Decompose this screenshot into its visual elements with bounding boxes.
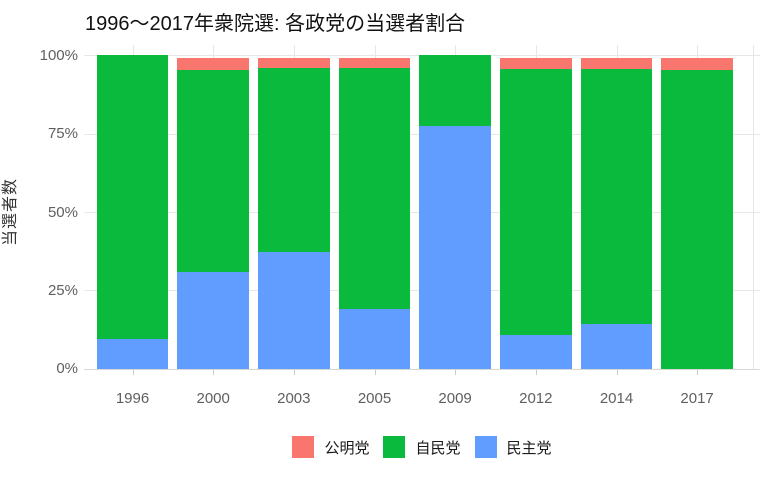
bar-segment-2017-公明党 [661, 57, 733, 70]
legend-item-民主党: 民主党 [474, 436, 552, 458]
bar-segment-2005-自民党 [338, 67, 411, 309]
x-tick-2003 [293, 370, 295, 375]
bar-segment-2003-民主党 [258, 252, 330, 369]
bar-segment-2017-自民党 [661, 70, 733, 369]
x-axis-line [84, 369, 760, 370]
bar-segment-2014-民主党 [580, 323, 653, 369]
y-tick-label-25: 25% [47, 281, 78, 299]
legend-item-自民党: 自民党 [383, 436, 461, 458]
y-tick-label-100: 100% [39, 46, 78, 64]
x-tick-2000 [213, 370, 215, 375]
bar-segment-2000-公明党 [177, 58, 249, 70]
y-tick-label-0: 0% [56, 360, 78, 378]
x-tick-label-2003: 2003 [277, 390, 311, 407]
x-tick-label-1996: 1996 [115, 390, 150, 407]
bar-segment-2009-民主党 [419, 126, 491, 369]
legend-swatch-自民党 [383, 436, 406, 458]
bar-segment-2012-公明党 [500, 57, 572, 69]
x-tick-label-2014: 2014 [599, 390, 634, 407]
y-tick-label-50: 50% [47, 203, 78, 221]
gridline-x-right-edge [753, 45, 754, 369]
x-tick-2012 [535, 370, 537, 375]
x-tick-label-2009: 2009 [438, 390, 472, 407]
x-tick-2014 [616, 370, 618, 375]
legend-item-公明党: 公明党 [292, 436, 369, 458]
legend-label-公明党: 公明党 [324, 439, 370, 457]
x-tick-label-2005: 2005 [357, 390, 392, 407]
x-tick-label-2017: 2017 [680, 390, 714, 407]
chart-title: 1996〜2017年衆院選: 各政党の当選者割合 [85, 13, 466, 35]
bar-segment-2009-自民党 [419, 55, 491, 127]
bar-segment-1996-自民党 [96, 55, 169, 339]
bar-segment-2005-公明党 [338, 57, 411, 68]
x-tick-1996 [132, 370, 134, 375]
x-tick-label-2012: 2012 [519, 390, 553, 407]
legend-label-民主党: 民主党 [506, 439, 552, 457]
x-tick-2005 [374, 370, 376, 375]
bar-segment-2003-自民党 [258, 67, 330, 252]
bar-segment-2012-自民党 [500, 68, 572, 336]
bar-segment-1996-民主党 [96, 338, 169, 369]
bar-segment-2012-民主党 [500, 335, 572, 369]
legend-label-自民党: 自民党 [415, 439, 461, 457]
x-tick-2017 [697, 370, 699, 375]
x-tick-label-2000: 2000 [196, 390, 230, 407]
legend-swatch-公明党 [292, 436, 315, 458]
legend: 公明党 自民党 民主党 [84, 436, 760, 458]
bar-segment-2014-自民党 [580, 69, 653, 324]
bar-segment-2005-民主党 [338, 308, 411, 369]
y-tick-label-75: 75% [47, 125, 78, 143]
bar-segment-2003-公明党 [258, 57, 330, 68]
x-tick-2009 [455, 370, 457, 375]
bar-segment-2000-自民党 [177, 69, 249, 273]
bar-segment-2014-公明党 [580, 57, 653, 70]
bar-segment-2000-民主党 [177, 272, 249, 369]
legend-swatch-民主党 [474, 436, 497, 458]
